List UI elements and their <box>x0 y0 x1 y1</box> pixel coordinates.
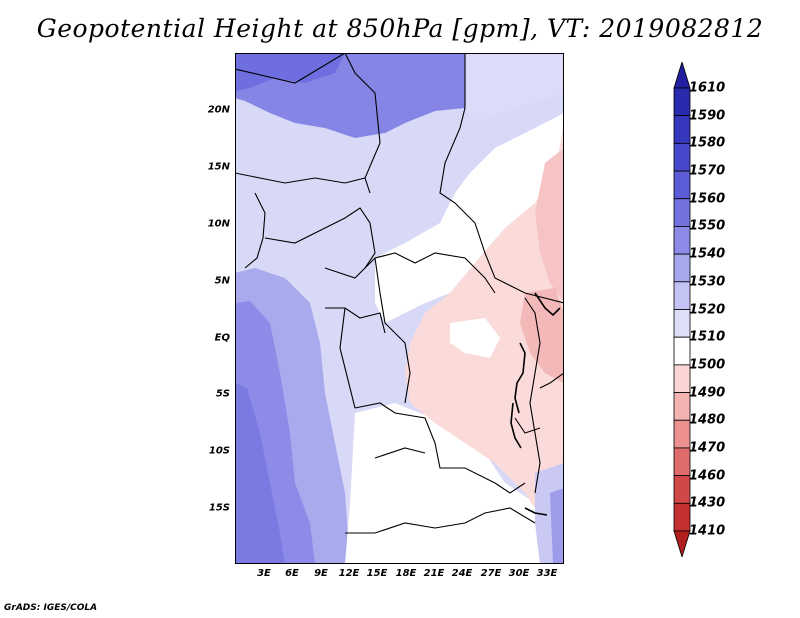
colorbar-label: 1570 <box>689 163 726 179</box>
colorbar-box <box>673 336 691 366</box>
colorbar-box <box>673 170 691 200</box>
field-1560-north <box>235 53 345 91</box>
lat-label-15s: 15S <box>208 502 230 514</box>
map-frame <box>235 53 564 564</box>
colorbar-box <box>673 226 691 255</box>
lon-label-15e: 15E <box>366 568 388 579</box>
lat-label-eq: EQ <box>214 332 230 344</box>
colorbar-box <box>673 87 691 117</box>
colorbar-box <box>673 392 691 421</box>
colorbar-box <box>673 198 691 227</box>
colorbar-box <box>673 309 691 338</box>
colorbar-label: 1460 <box>689 468 726 484</box>
field-1530-northeast <box>465 53 564 123</box>
field-1510-center <box>450 318 500 358</box>
colorbar-box <box>673 253 691 283</box>
colorbar-label: 1480 <box>689 412 726 428</box>
field-1490-east <box>535 148 564 303</box>
field-1540-southeast <box>550 488 564 564</box>
colorbar-top-arrow <box>673 62 691 89</box>
grads-credit: GrADS: IGES/COLA <box>4 603 98 613</box>
colorbar-label: 1500 <box>689 357 726 373</box>
colorbar-label: 1410 <box>689 523 726 539</box>
colorbar-label: 1560 <box>689 191 726 207</box>
colorbar-box <box>673 142 691 172</box>
colorbar-label: 1520 <box>689 302 726 317</box>
colorbar-label: 1590 <box>689 108 726 124</box>
colorbar-label: 1530 <box>689 274 726 290</box>
lon-label-9e: 9E <box>314 568 328 579</box>
chart-title: Geopotential Height at 850hPa [gpm], VT:… <box>36 14 764 43</box>
colorbar-boxes <box>673 62 691 557</box>
colorbar-label: 1610 <box>689 80 726 96</box>
colorbar-label: 1490 <box>689 385 726 401</box>
colorbar-box <box>673 364 691 393</box>
lon-label-12e: 12E <box>338 568 360 579</box>
colorbar-box <box>673 502 691 532</box>
colorbar-label: 1430 <box>689 495 726 511</box>
lat-label-15n: 15N <box>207 161 230 173</box>
lat-label-5n: 5N <box>214 275 230 287</box>
colorbar-box <box>673 281 691 310</box>
colorbar <box>673 62 691 557</box>
field-1490-lakes <box>520 288 564 383</box>
colorbar-box <box>673 419 691 449</box>
colorbar-box <box>673 447 691 477</box>
lake-outlines <box>510 292 561 516</box>
lat-label-20n: 20N <box>207 104 230 116</box>
lat-label-10s: 10S <box>208 445 230 457</box>
colorbar-box <box>673 115 691 144</box>
lon-label-18e: 18E <box>395 568 417 579</box>
geopotential-map <box>235 53 564 564</box>
colorbar-label: 1550 <box>689 218 726 234</box>
lat-label-10n: 10N <box>207 218 230 230</box>
lon-label-6e: 6E <box>285 568 299 579</box>
field-1560-west <box>235 383 285 564</box>
field-1510-south <box>345 403 564 564</box>
map-panel <box>235 53 564 564</box>
lon-label-30e: 30E <box>508 568 530 579</box>
colorbar-box <box>673 475 691 504</box>
lat-label-5s: 5S <box>215 388 230 400</box>
colorbar-bottom-arrow <box>673 530 691 557</box>
colorbar-label: 1580 <box>689 135 726 151</box>
lon-label-24e: 24E <box>451 568 473 579</box>
colorbar-label: 1540 <box>689 246 726 262</box>
lon-label-21e: 21E <box>423 568 445 579</box>
country-borders <box>235 53 564 534</box>
colorbar-label: 1470 <box>689 440 726 456</box>
colorbar-label: 1510 <box>689 329 726 345</box>
lon-label-33e: 33E <box>536 568 558 579</box>
lon-label-3e: 3E <box>257 568 271 579</box>
lon-label-27e: 27E <box>480 568 502 579</box>
